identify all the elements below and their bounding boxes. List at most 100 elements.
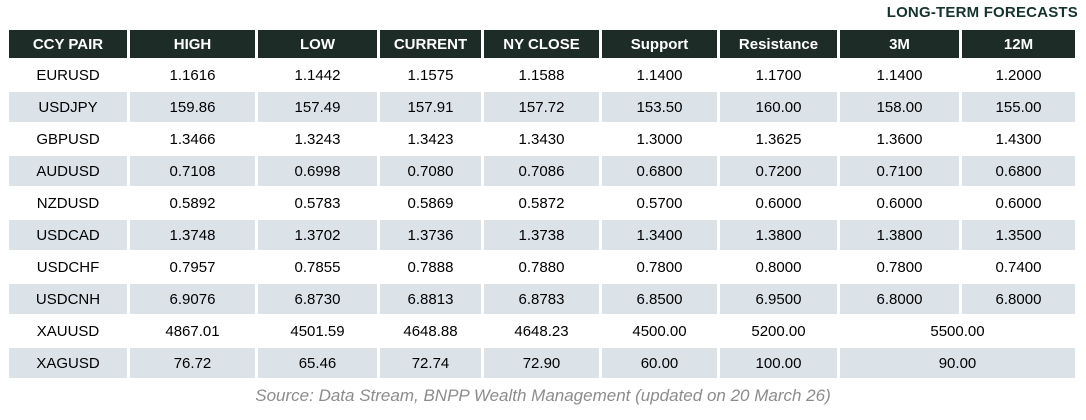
value-cell: 0.8000 [720, 252, 837, 282]
ccy-pair-cell: EURUSD [9, 60, 127, 90]
table-row: AUDUSD 0.7108 0.6998 0.7080 0.7086 0.6800 0.72… [9, 156, 1075, 186]
table-row: XAUUSD 4867.01 4501.59 4648.88 4648.23 4500.0… [9, 316, 1075, 346]
table-row: USDJPY 159.86 157.49 157.91 157.72 153.50 160.… [9, 92, 1075, 122]
value-cell: 0.5783 [258, 188, 377, 218]
value-cell: 153.50 [602, 92, 717, 122]
value-cell: 4648.23 [484, 316, 599, 346]
source-note: Source: Data Stream, BNPP Wealth Managem… [255, 386, 831, 405]
value-cell: 1.3000 [602, 124, 717, 154]
ccy-pair-cell: USDCAD [9, 220, 127, 250]
value-cell: 1.3243 [258, 124, 377, 154]
value-cell: 4648.88 [380, 316, 481, 346]
value-cell: 0.5869 [380, 188, 481, 218]
value-cell: 4867.01 [130, 316, 255, 346]
value-cell: 1.4300 [962, 124, 1075, 154]
value-cell: 6.8813 [380, 284, 481, 314]
value-cell: 0.7086 [484, 156, 599, 186]
value-cell: 0.6998 [258, 156, 377, 186]
long-term-forecasts-label: LONG-TERM FORECASTS [886, 4, 1078, 21]
value-cell: 1.3500 [962, 220, 1075, 250]
value-cell: 0.6800 [962, 156, 1075, 186]
value-cell: 0.7800 [840, 252, 959, 282]
value-cell: 6.8000 [840, 284, 959, 314]
table-row: EURUSD 1.1616 1.1442 1.1575 1.1588 1.1400 1.17… [9, 60, 1075, 90]
value-cell: 6.9076 [130, 284, 255, 314]
value-cell: 76.72 [130, 348, 255, 378]
value-cell: 0.6000 [840, 188, 959, 218]
value-cell: 157.49 [258, 92, 377, 122]
value-cell: 1.1442 [258, 60, 377, 90]
value-cell: 0.7400 [962, 252, 1075, 282]
value-cell: 1.3466 [130, 124, 255, 154]
value-cell: 1.1575 [380, 60, 481, 90]
value-cell: 72.90 [484, 348, 599, 378]
value-cell: 1.3800 [840, 220, 959, 250]
value-cell: 6.8500 [602, 284, 717, 314]
value-cell: 6.9500 [720, 284, 837, 314]
ccy-pair-cell: GBPUSD [9, 124, 127, 154]
column-header: Support [602, 30, 717, 58]
column-header: LOW [258, 30, 377, 58]
value-cell: 100.00 [720, 348, 837, 378]
value-cell: 0.6000 [720, 188, 837, 218]
value-cell: 1.1400 [602, 60, 717, 90]
value-cell: 5500.00 [840, 316, 1075, 346]
value-cell: 0.7957 [130, 252, 255, 282]
value-cell: 0.7800 [602, 252, 717, 282]
value-cell: 0.6000 [962, 188, 1075, 218]
value-cell: 1.3800 [720, 220, 837, 250]
fx-forecast-table: CCY PAIR HIGH LOW CURRENT NY CLOSE Support Res… [6, 28, 1078, 380]
value-cell: 0.7100 [840, 156, 959, 186]
value-cell: 0.6800 [602, 156, 717, 186]
value-cell: 1.3736 [380, 220, 481, 250]
value-cell: 1.1616 [130, 60, 255, 90]
column-header: CCY PAIR [9, 30, 127, 58]
value-cell: 0.5700 [602, 188, 717, 218]
value-cell: 0.7880 [484, 252, 599, 282]
ccy-pair-cell: XAUUSD [9, 316, 127, 346]
value-cell: 0.7888 [380, 252, 481, 282]
value-cell: 1.3625 [720, 124, 837, 154]
table-row: GBPUSD 1.3466 1.3243 1.3423 1.3430 1.3000 1.36… [9, 124, 1075, 154]
value-cell: 1.3400 [602, 220, 717, 250]
column-header: NY CLOSE [484, 30, 599, 58]
header-row: CCY PAIR HIGH LOW CURRENT NY CLOSE Support Res… [9, 30, 1075, 58]
ccy-pair-cell: XAGUSD [9, 348, 127, 378]
column-header: 3M [840, 30, 959, 58]
ccy-pair-cell: USDJPY [9, 92, 127, 122]
value-cell: 0.5872 [484, 188, 599, 218]
value-cell: 159.86 [130, 92, 255, 122]
column-header: Resistance [720, 30, 837, 58]
value-cell: 1.1400 [840, 60, 959, 90]
column-header: CURRENT [380, 30, 481, 58]
value-cell: 0.7855 [258, 252, 377, 282]
value-cell: 157.91 [380, 92, 481, 122]
value-cell: 157.72 [484, 92, 599, 122]
value-cell: 90.00 [840, 348, 1075, 378]
table-row: USDCNH 6.9076 6.8730 6.8813 6.8783 6.8500 6.95… [9, 284, 1075, 314]
value-cell: 65.46 [258, 348, 377, 378]
value-cell: 1.3748 [130, 220, 255, 250]
value-cell: 1.3423 [380, 124, 481, 154]
value-cell: 4501.59 [258, 316, 377, 346]
ccy-pair-cell: NZDUSD [9, 188, 127, 218]
value-cell: 4500.00 [602, 316, 717, 346]
ccy-pair-cell: USDCHF [9, 252, 127, 282]
value-cell: 6.8783 [484, 284, 599, 314]
value-cell: 1.3600 [840, 124, 959, 154]
value-cell: 158.00 [840, 92, 959, 122]
ccy-pair-cell: USDCNH [9, 284, 127, 314]
value-cell: 1.3738 [484, 220, 599, 250]
value-cell: 1.3702 [258, 220, 377, 250]
value-cell: 0.7200 [720, 156, 837, 186]
value-cell: 1.3430 [484, 124, 599, 154]
ccy-pair-cell: AUDUSD [9, 156, 127, 186]
value-cell: 6.8730 [258, 284, 377, 314]
value-cell: 0.5892 [130, 188, 255, 218]
table-row: NZDUSD 0.5892 0.5783 0.5869 0.5872 0.5700 0.60… [9, 188, 1075, 218]
column-header: 12M [962, 30, 1075, 58]
column-header: HIGH [130, 30, 255, 58]
table-row: USDCAD 1.3748 1.3702 1.3736 1.3738 1.3400 1.38… [9, 220, 1075, 250]
value-cell: 60.00 [602, 348, 717, 378]
